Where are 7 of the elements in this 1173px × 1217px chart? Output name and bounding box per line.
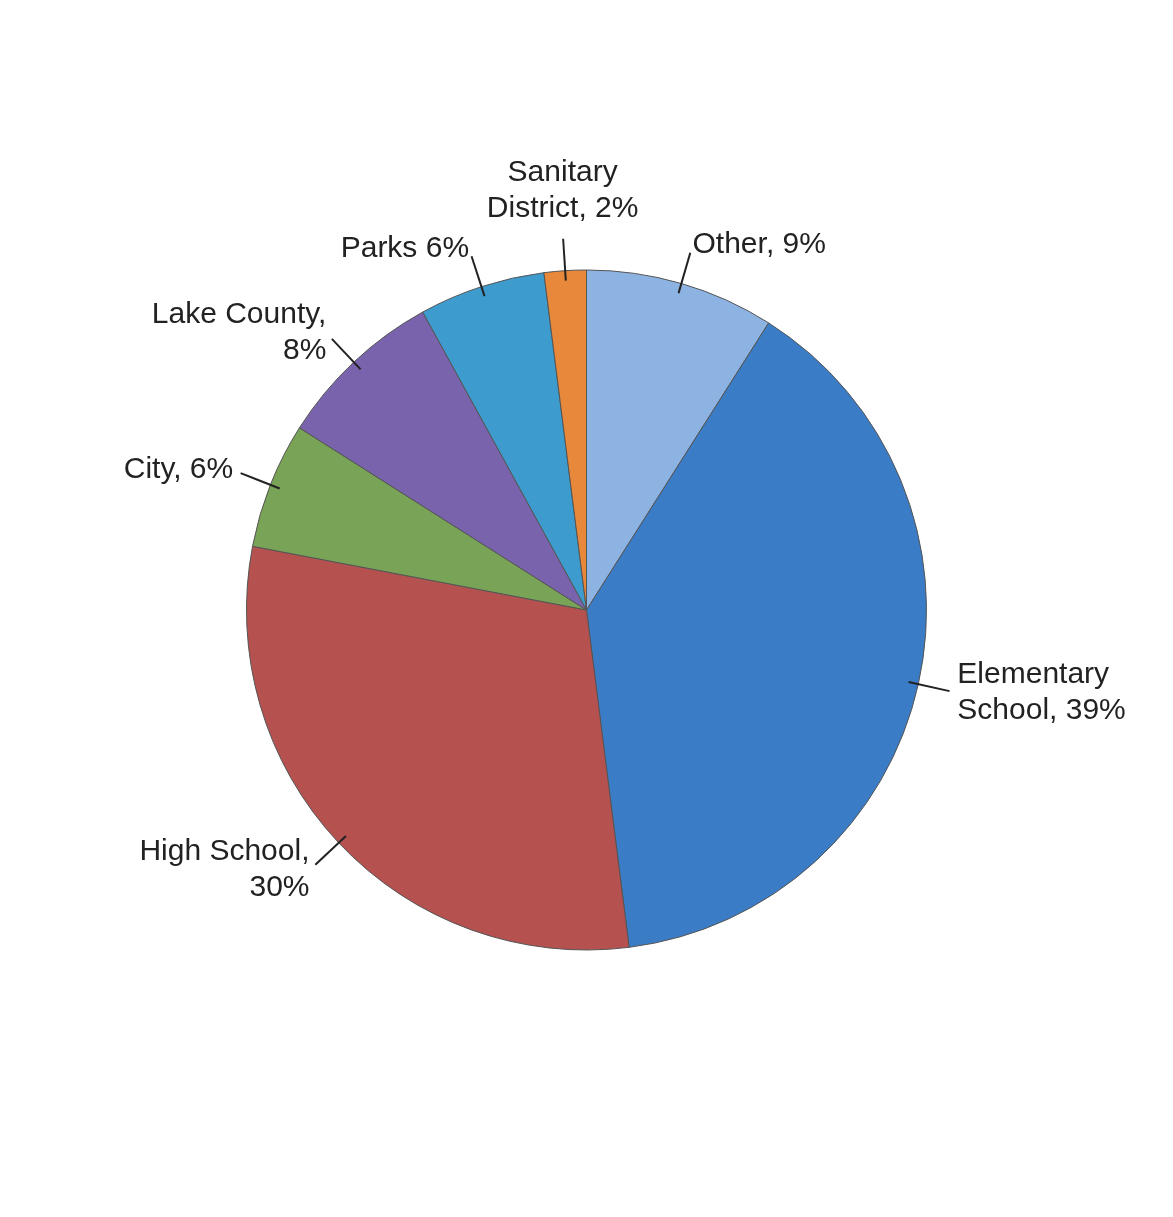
slice-label: Lake County, 8% <box>151 296 327 366</box>
slice-label: High School, 30% <box>139 833 310 903</box>
slice-label: Parks 6% <box>340 229 470 263</box>
slice-label: Other, 9% <box>692 226 826 260</box>
slice-label: Sanitary District, 2% <box>486 154 639 224</box>
slice-label: Elementary School, 39% <box>957 656 1126 726</box>
slice-label: City, 6% <box>123 451 234 485</box>
